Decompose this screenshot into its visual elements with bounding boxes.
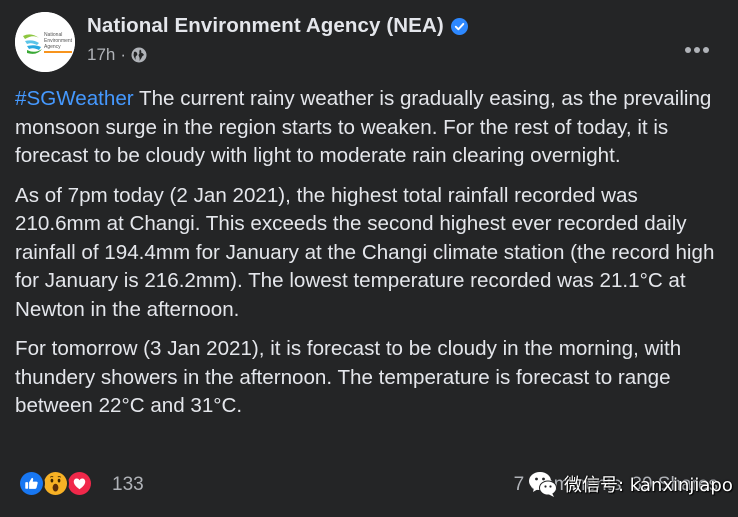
page-name-link[interactable]: National Environment Agency (NEA) [87, 14, 444, 37]
love-reaction-icon [66, 470, 93, 497]
svg-text:Environment: Environment [44, 38, 73, 44]
shares-count-link[interactable]: 39 Shares [631, 474, 718, 495]
reactions-summary[interactable] [18, 470, 93, 497]
hashtag-link[interactable]: #SGWeather [15, 87, 134, 110]
post-paragraph-2: As of 7pm today (2 Jan 2021), the highes… [15, 183, 715, 321]
post-body: #SGWeather The current rainy weather is … [15, 85, 727, 432]
post-paragraph-3: For tomorrow (3 Jan 2021), it is forecas… [15, 337, 682, 417]
post-header: National Environment Agency National Env… [15, 12, 723, 74]
meta-separator: · [120, 45, 127, 64]
wechat-watermark: 微信号: kanxinjiapo [528, 470, 733, 498]
more-horizontal-icon-dot [703, 47, 709, 53]
more-horizontal-icon-dot [685, 47, 691, 53]
post-meta: 17h · [87, 45, 147, 65]
like-reaction-icon [18, 470, 45, 497]
wechat-icon [529, 472, 557, 497]
watermark-text: 微信号: kanxinjiapo [564, 475, 733, 496]
verified-badge-icon [450, 17, 468, 35]
wow-reaction-icon [42, 470, 69, 497]
reaction-count[interactable]: 133 [112, 474, 144, 495]
globe-icon[interactable] [131, 47, 147, 63]
nea-logo-icon: National Environment Agency [15, 12, 75, 72]
svg-text:National: National [44, 32, 62, 38]
svg-text:Agency: Agency [44, 44, 61, 50]
post-paragraph-1: #SGWeather The current rainy weather is … [15, 85, 727, 171]
page-avatar[interactable]: National Environment Agency [15, 12, 75, 72]
more-horizontal-icon-dot [694, 47, 700, 53]
timestamp-link[interactable]: 17h [87, 45, 116, 64]
more-options-button[interactable] [677, 38, 717, 62]
paragraph-text: The current rainy weather is gradually e… [15, 87, 712, 167]
author-row: National Environment Agency (NEA) [87, 14, 468, 38]
